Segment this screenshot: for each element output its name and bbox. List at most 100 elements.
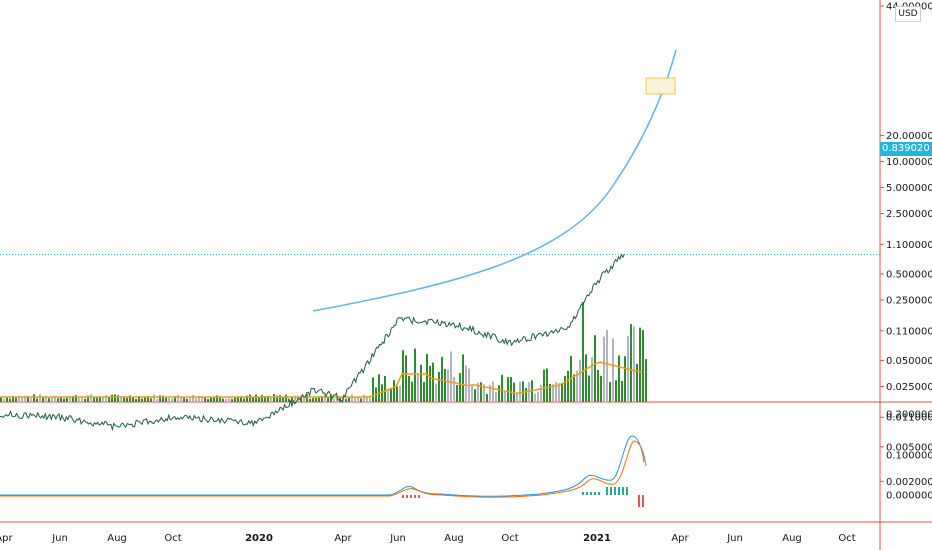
time-axis-tick-label: 2021: [583, 533, 611, 544]
volume-bar: [129, 395, 131, 402]
volume-bar: [438, 371, 440, 402]
volume-bar: [426, 353, 428, 402]
volume-bar: [351, 394, 353, 402]
volume-bar: [420, 364, 422, 402]
volume-bar: [159, 395, 161, 402]
volume-bar: [585, 354, 587, 402]
oscillator-histogram-bar: [642, 495, 644, 507]
volume-bar: [534, 393, 536, 402]
volume-bar: [441, 356, 443, 402]
volume-bar: [108, 397, 110, 402]
currency-unit-label[interactable]: USD: [895, 6, 921, 22]
price-axis-tick-label: 0.011000: [886, 413, 932, 424]
volume-bar: [255, 394, 257, 402]
volume-bar: [132, 397, 134, 402]
volume-bar: [240, 396, 242, 402]
volume-bar: [393, 380, 395, 402]
volume-bar: [435, 383, 437, 402]
volume-bar: [144, 396, 146, 402]
volume-bar: [402, 350, 404, 402]
volume-bar: [195, 398, 197, 402]
volume-bar: [363, 394, 365, 402]
price-line: [0, 253, 625, 432]
oscillator-histogram-bar: [582, 492, 584, 495]
volume-bar: [639, 327, 641, 402]
volume-bar: [645, 358, 647, 402]
volume-bar: [63, 398, 65, 402]
volume-bar: [168, 398, 170, 402]
volume-bar: [357, 397, 359, 402]
volume-bar: [597, 369, 599, 402]
volume-bar: [33, 394, 35, 402]
volume-bar: [495, 392, 497, 402]
volume-bar: [510, 377, 512, 402]
volume-bar: [333, 398, 335, 402]
volume-bar: [312, 398, 314, 402]
time-axis-tick-label: Oct: [838, 533, 855, 544]
volume-bar: [147, 396, 149, 402]
volume-bar: [324, 394, 326, 402]
volume-bar: [408, 375, 410, 402]
oscillator-histogram-bar: [594, 492, 596, 495]
volume-bar: [594, 335, 596, 402]
time-axis-tick-label: Apr: [671, 533, 689, 544]
volume-bar: [378, 374, 380, 402]
volume-bar: [591, 356, 593, 402]
volume-bar: [423, 382, 425, 402]
volume-bar: [42, 396, 44, 402]
volume-bar: [243, 398, 245, 402]
volume-bar: [555, 381, 557, 402]
volume-bar: [93, 396, 95, 402]
volume-bar: [21, 396, 23, 402]
volume-bar: [39, 394, 41, 402]
parabolic-trend-curve: [312, 49, 677, 312]
volume-bar: [6, 396, 8, 402]
time-axis-tick-label: Oct: [501, 533, 518, 544]
time-axis-tick-label: Apr: [0, 533, 14, 544]
volume-bar: [618, 355, 620, 402]
time-axis-tick-label: 2020: [245, 533, 273, 544]
volume-bar: [576, 370, 578, 402]
volume-bar: [84, 398, 86, 402]
volume-bar: [384, 375, 386, 402]
oscillator-histogram-bar: [618, 487, 620, 495]
volume-bar: [222, 398, 224, 402]
volume-bar: [174, 396, 176, 402]
volume-moving-average: [0, 361, 643, 398]
volume-bar: [12, 396, 14, 402]
volume-bar: [60, 397, 62, 402]
volume-bar: [540, 385, 542, 402]
time-axis-tick-label: Jun: [389, 533, 406, 544]
oscillator-axis-tick-label: 0.000000: [886, 491, 932, 502]
volume-bar: [429, 365, 431, 402]
volume-bar: [525, 388, 527, 402]
volume-bar: [600, 375, 602, 402]
oscillator-histogram-bar: [622, 487, 624, 495]
volume-bar: [225, 398, 227, 402]
volume-bar: [549, 383, 551, 402]
volume-bar: [459, 373, 461, 402]
volume-bar: [405, 355, 407, 402]
volume-bar: [630, 324, 632, 402]
volume-bar: [543, 369, 545, 402]
volume-bar: [246, 395, 248, 402]
volume-bar: [165, 397, 167, 402]
volume-bar: [399, 385, 401, 402]
volume-bar: [579, 359, 581, 402]
price-axis-tick-label: 5.000000: [886, 183, 932, 194]
volume-bar: [3, 398, 5, 402]
volume-bar: [0, 396, 2, 402]
volume-bar: [192, 395, 194, 402]
volume-bar: [612, 338, 614, 402]
volume-bar: [501, 374, 503, 402]
volume-bar: [150, 398, 152, 402]
volume-bar: [279, 395, 281, 402]
volume-bar: [204, 396, 206, 402]
volume-bar: [66, 397, 68, 402]
oscillator-axis-tick-label: 0.100000: [886, 451, 932, 462]
volume-bar: [489, 384, 491, 402]
volume-bar: [267, 395, 269, 402]
volume-bar: [219, 397, 221, 402]
volume-bar: [135, 398, 137, 402]
volume-bar: [294, 395, 296, 402]
